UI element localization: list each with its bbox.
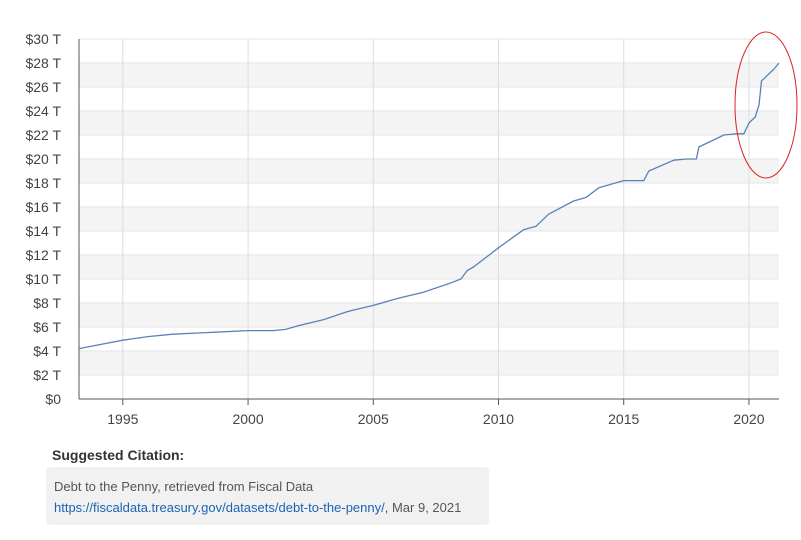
y-tick-label: $22 T <box>25 127 61 143</box>
grid-band <box>79 327 779 351</box>
y-tick-label: $8 T <box>33 295 61 311</box>
debt-series-line <box>78 62 780 350</box>
y-tick-label: $18 T <box>25 175 61 191</box>
grid-band <box>79 183 779 207</box>
grid-band <box>79 111 779 135</box>
grid-band <box>79 63 779 87</box>
grid-band <box>79 303 779 327</box>
grid-band <box>79 351 779 375</box>
grid-band <box>79 159 779 183</box>
x-tick-label: 2015 <box>608 411 639 427</box>
x-axis-ticks <box>122 399 750 405</box>
grid-bands <box>79 38 779 400</box>
grid-band <box>79 207 779 231</box>
grid-band <box>79 39 779 63</box>
y-tick-label: $6 T <box>33 319 61 335</box>
citation-box: Debt to the Penny, retrieved from Fiscal… <box>46 467 489 525</box>
y-tick-label: $0 <box>45 391 61 407</box>
x-tick-label: 2020 <box>733 411 764 427</box>
y-tick-label: $30 T <box>25 31 61 47</box>
grid-band <box>79 231 779 255</box>
y-tick-label: $16 T <box>25 199 61 215</box>
y-tick-label: $28 T <box>25 55 61 71</box>
x-axis-labels: 1995 2000 2005 2010 2015 2020 <box>107 411 764 427</box>
citation-link-line: https://fiscaldata.treasury.gov/datasets… <box>54 497 481 518</box>
x-grid-lines <box>122 39 750 399</box>
y-tick-label: $26 T <box>25 79 61 95</box>
x-tick-label: 2005 <box>358 411 389 427</box>
grid-band <box>79 87 779 111</box>
y-tick-label: $10 T <box>25 271 61 287</box>
highlight-ellipse <box>734 31 798 179</box>
grid-band <box>79 375 779 399</box>
y-tick-label: $14 T <box>25 223 61 239</box>
grid-band <box>79 135 779 159</box>
debt-line-chart: $0 $2 T $4 T $6 T $8 T $10 T $12 T $14 T $16 T $1… <box>25 31 798 427</box>
y-tick-label: $12 T <box>25 247 61 263</box>
citation-date: , Mar 9, 2021 <box>384 500 462 515</box>
grid-band <box>79 255 779 279</box>
citation-source-text: Debt to the Penny, retrieved from Fiscal… <box>54 479 314 494</box>
y-tick-label: $20 T <box>25 151 61 167</box>
x-tick-label: 1995 <box>107 411 138 427</box>
citation-heading: Suggested Citation: <box>52 447 185 463</box>
x-tick-label: 2010 <box>483 411 514 427</box>
citation-link[interactable]: https://fiscaldata.treasury.gov/datasets… <box>54 500 385 515</box>
y-tick-label: $24 T <box>25 103 61 119</box>
y-tick-label: $4 T <box>33 343 61 359</box>
y-axis-labels: $0 $2 T $4 T $6 T $8 T $10 T $12 T $14 T $16 T $1… <box>25 31 61 407</box>
x-tick-label: 2000 <box>232 411 263 427</box>
y-tick-label: $2 T <box>33 367 61 383</box>
